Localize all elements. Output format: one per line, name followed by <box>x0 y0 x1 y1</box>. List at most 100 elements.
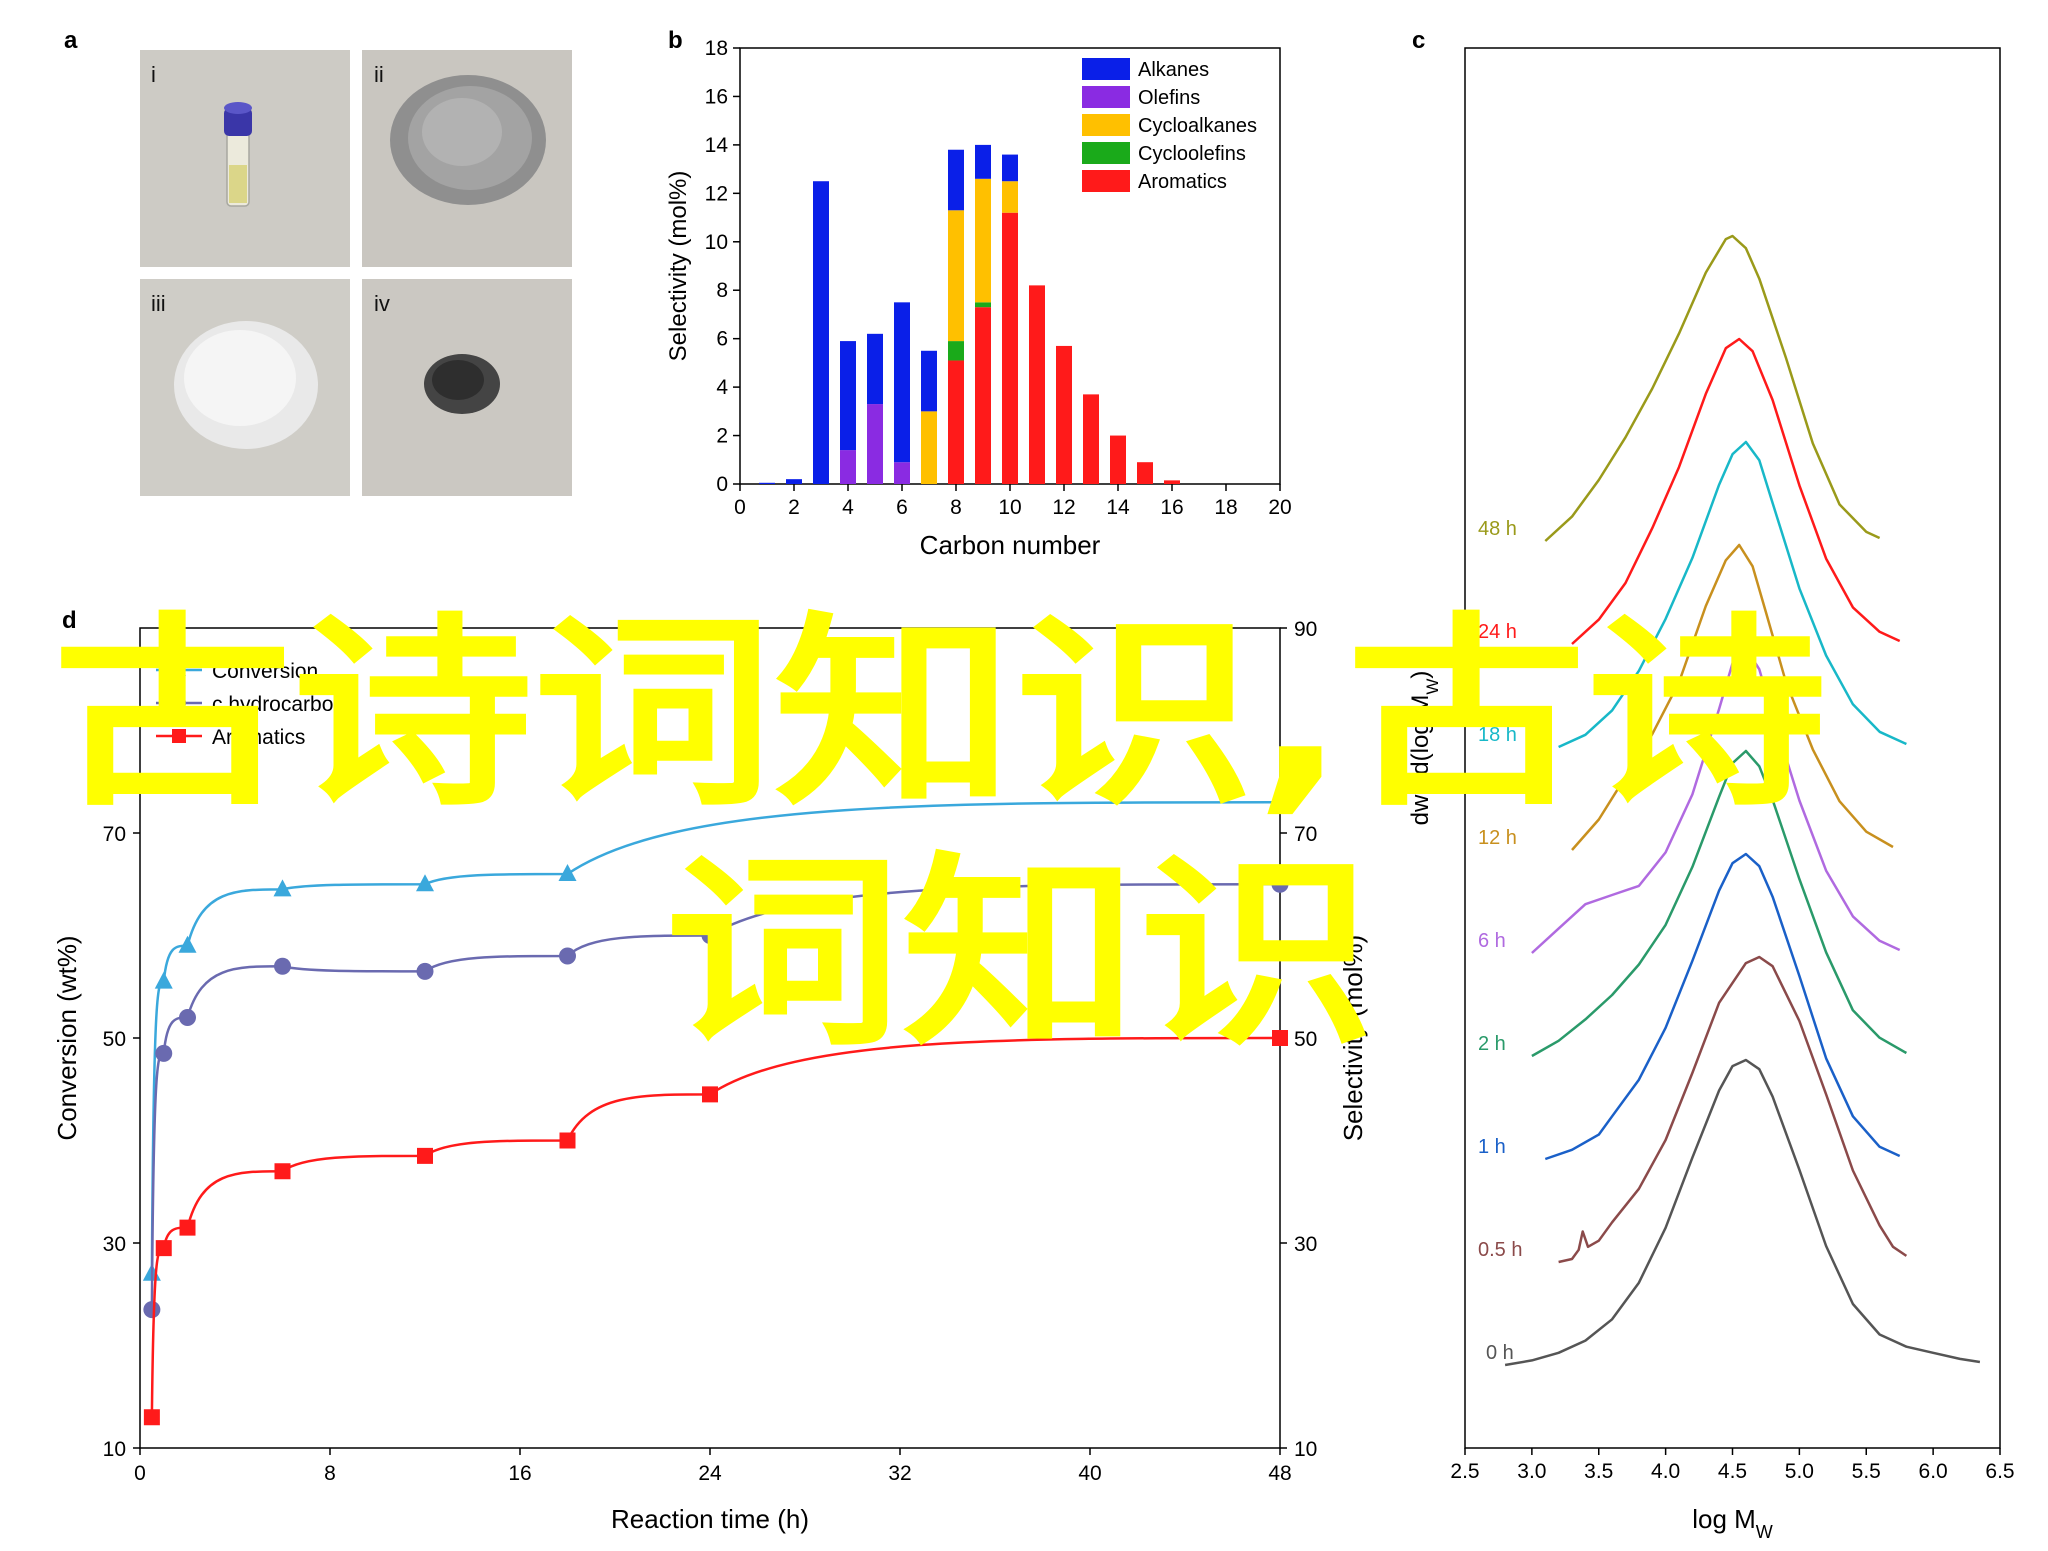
series-label: 48 h <box>1478 518 1517 540</box>
panel-a-photos: i ii iii iv <box>140 50 572 496</box>
x-tick-label: 48 <box>1268 1462 1291 1485</box>
photo-tile-i: i <box>140 50 350 267</box>
bar-segment <box>813 181 829 484</box>
bar-segment <box>975 302 991 308</box>
x-tick-label: 40 <box>1078 1462 1101 1485</box>
data-point <box>559 947 576 965</box>
x-tick-label: 4 <box>842 496 854 519</box>
y-right-tick-label: 10 <box>1294 1438 1317 1461</box>
x-axis-label: Reaction time (h) <box>611 1504 809 1534</box>
selectivity-bar-chart: 0 2 4 6 8 10 12 14 16 18 20 0 2 4 6 8 10 12 14 16 18 Carbon n… <box>665 37 1292 560</box>
bar-segment <box>867 404 883 484</box>
x-tick-label: 16 <box>1160 496 1183 519</box>
x-tick-label: 4.0 <box>1651 1460 1680 1483</box>
series-line <box>1558 440 1907 749</box>
y-tick-label: 2 <box>716 425 728 448</box>
data-point <box>417 1147 433 1164</box>
data-point <box>558 864 577 881</box>
data-point <box>143 1301 161 1319</box>
x-tick-label: 0 <box>134 1462 146 1485</box>
legend-label: Aromatics <box>1138 171 1227 193</box>
series-label: 12 h <box>1478 827 1517 849</box>
x-tick-label: 16 <box>508 1462 531 1485</box>
x-tick-label: 2 <box>788 496 800 519</box>
panel-d-label: d <box>62 607 77 634</box>
tile-label-iv: iv <box>374 291 390 316</box>
bar-segment <box>1002 181 1018 213</box>
x-tick-label: 8 <box>324 1462 336 1485</box>
y-axis-label: Conversion (wt%) <box>52 935 82 1140</box>
data-point <box>1271 875 1289 893</box>
x-tick-label: 10 <box>998 496 1021 519</box>
photo-tile-iii: iii <box>140 279 350 496</box>
bar-segment <box>1110 435 1126 484</box>
photo-tile-ii: ii <box>362 50 572 267</box>
x-tick-label: 5.5 <box>1852 1460 1881 1483</box>
bar-segment <box>1029 285 1045 484</box>
bar-segment <box>921 411 937 484</box>
bar-segment <box>975 144 991 179</box>
y-axis-label: dw / d(log MW) <box>1407 671 1442 826</box>
series-line <box>1571 543 1894 851</box>
legend-marker <box>172 662 186 676</box>
data-point <box>1271 792 1289 810</box>
bar-segment <box>840 450 856 484</box>
y-tick-label: 14 <box>705 134 729 157</box>
y-right-tick-label: 90 <box>1294 618 1317 641</box>
legend-swatch <box>1082 142 1130 164</box>
panel-b-label: b <box>668 27 683 54</box>
legend-label: Cycloolefins <box>1138 143 1246 165</box>
y-axis-label: Selectivity (mol%) <box>665 171 692 362</box>
x-axis-label: Carbon number <box>920 530 1101 560</box>
data-point <box>155 1044 173 1062</box>
series-label: 0 h <box>1486 1342 1514 1364</box>
bar-segment <box>1002 212 1018 484</box>
x-tick-label: 3.5 <box>1584 1460 1613 1483</box>
data-point <box>416 962 434 980</box>
bar-segment <box>1056 345 1072 484</box>
series-line <box>1544 234 1881 542</box>
y-right-tick-label: 30 <box>1294 1233 1317 1256</box>
legend-label: Aromatics <box>212 726 305 749</box>
data-point <box>702 1086 718 1103</box>
data-point <box>701 927 719 944</box>
y-tick-label: 10 <box>705 231 728 254</box>
bar-segment <box>948 360 964 484</box>
x-tick-label: 24 <box>698 1462 722 1485</box>
molecular-weight-distribution-chart: 2.5 3.0 3.5 4.0 4.5 5.0 5.5 6.0 6.5 log MW dw / d(… <box>1407 47 2015 1542</box>
data-point <box>178 935 197 953</box>
y-tick-label: 6 <box>716 328 728 351</box>
data-point <box>273 879 292 897</box>
x-tick-label: 4.5 <box>1718 1460 1747 1483</box>
bar-segment <box>921 350 937 412</box>
series-line <box>1544 852 1901 1161</box>
series-line <box>1504 1058 1981 1367</box>
series-label: 6 h <box>1478 930 1506 952</box>
x-tick-label: 0 <box>734 496 746 519</box>
bar-segment <box>1083 394 1099 484</box>
x-tick-label: 32 <box>888 1462 911 1485</box>
bar-segment <box>894 302 910 463</box>
series-line <box>1531 749 1908 1058</box>
x-tick-label: 6 <box>896 496 908 519</box>
x-tick-label: 8 <box>950 496 962 519</box>
y-tick-label: 8 <box>716 279 728 302</box>
y-tick-label: 50 <box>103 1028 126 1051</box>
data-point <box>559 1132 576 1149</box>
x-tick-label: 3.0 <box>1517 1460 1546 1483</box>
vial-cap <box>224 108 252 136</box>
y-tick-label: 4 <box>716 376 728 399</box>
bar-segment <box>975 178 991 303</box>
overlay-text-line1: 古诗词知识,古诗 <box>52 596 1827 834</box>
y-tick-label: 70 <box>103 823 126 846</box>
data-point <box>143 1409 160 1426</box>
series-line <box>1531 646 1901 954</box>
data-point <box>1272 1030 1288 1046</box>
tile-label-i: i <box>151 62 156 87</box>
y-tick-label: 12 <box>705 182 728 205</box>
x-tick-label: 6.0 <box>1919 1460 1948 1483</box>
data-point <box>154 971 173 989</box>
tile-label-iii: iii <box>151 291 166 316</box>
x-tick-label: 20 <box>1268 496 1291 519</box>
